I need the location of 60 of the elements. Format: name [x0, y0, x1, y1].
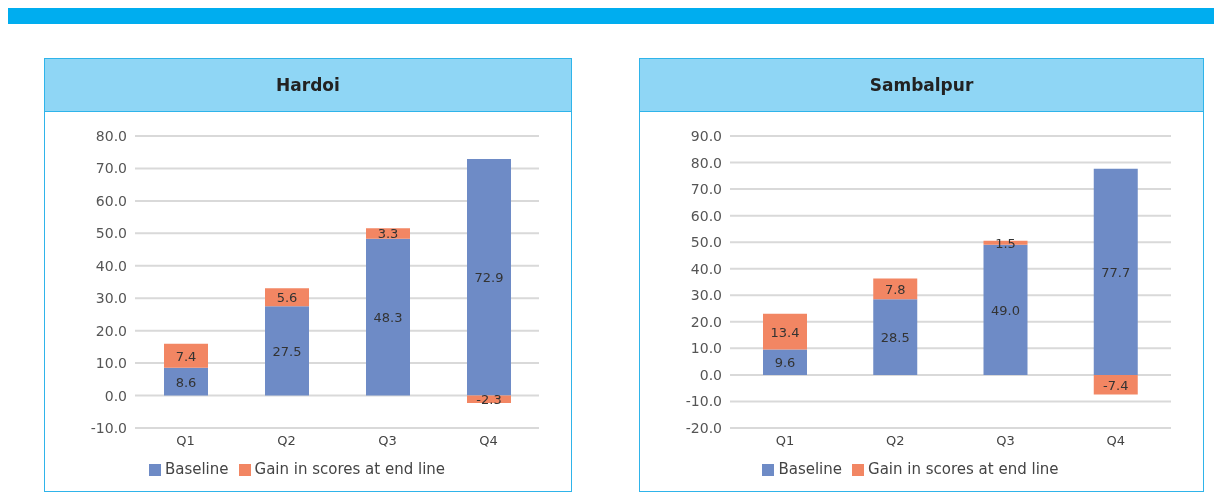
y-tick-label: 60.0: [95, 192, 127, 209]
chart-title: Sambalpur: [640, 59, 1203, 112]
chart-title: Hardoi: [45, 59, 571, 112]
y-tick-label: 80.0: [690, 154, 722, 171]
bar: [873, 299, 918, 375]
bar: [265, 306, 309, 396]
legend-label: Gain in scores at end line: [254, 460, 446, 478]
legend-label: Baseline: [164, 460, 229, 478]
bar: [366, 238, 410, 396]
y-tick-label: 0.0: [104, 387, 127, 404]
y-tick-label: 90.0: [690, 127, 722, 144]
legend-label: Gain in scores at end line: [868, 460, 1059, 478]
data-label: 3.3: [377, 226, 399, 242]
bar: [1093, 168, 1138, 375]
y-tick-label: -20.0: [685, 419, 722, 436]
x-tick-label: Q1: [775, 433, 795, 449]
y-tick-label: 20.0: [95, 322, 127, 339]
data-label: 72.9: [474, 270, 504, 286]
y-tick-label: 30.0: [95, 290, 127, 307]
x-tick-label: Q3: [996, 433, 1015, 449]
data-label: 49.0: [991, 302, 1020, 318]
y-tick-label: 20.0: [690, 313, 722, 330]
x-tick-label: Q3: [378, 433, 397, 449]
y-tick-label: 40.0: [690, 260, 722, 277]
y-tick-label: 10.0: [690, 340, 722, 357]
data-label: 9.6: [774, 355, 796, 371]
bar: [164, 367, 208, 396]
data-label: 27.5: [272, 343, 302, 359]
bar: [763, 313, 807, 350]
bar: [467, 159, 511, 396]
y-tick-label: -10.0: [90, 419, 127, 436]
bar: [1093, 374, 1138, 395]
data-label: 13.4: [770, 324, 800, 340]
x-tick-label: Q4: [1106, 433, 1126, 449]
bar: [164, 343, 208, 368]
y-tick-label: 50.0: [95, 225, 127, 242]
x-tick-label: Q2: [886, 433, 905, 449]
legend-label: Baseline: [778, 460, 843, 478]
data-label: 77.7: [1101, 264, 1131, 280]
y-tick-label: 0.0: [699, 366, 722, 383]
data-label: 48.3: [373, 310, 403, 326]
x-tick-label: Q4: [479, 433, 498, 449]
y-tick-label: 10.0: [95, 355, 127, 372]
x-tick-label: Q1: [176, 433, 195, 449]
y-tick-label: 60.0: [690, 207, 722, 224]
data-label: 28.5: [880, 330, 910, 346]
x-tick-label: Q2: [277, 433, 296, 449]
y-tick-label: 70.0: [690, 181, 722, 198]
data-label: 7.4: [175, 348, 197, 364]
y-tick-label: 50.0: [690, 234, 722, 251]
data-label: 7.8: [884, 281, 906, 297]
data-label: 8.6: [175, 374, 197, 390]
bar: [763, 349, 807, 375]
y-tick-label: 70.0: [95, 160, 127, 177]
y-tick-label: 40.0: [95, 257, 127, 274]
y-tick-label: 80.0: [95, 127, 127, 144]
y-tick-label: 30.0: [690, 287, 722, 304]
data-label: 5.6: [276, 290, 298, 306]
data-label: -7.4: [1103, 377, 1129, 393]
y-tick-label: -10.0: [685, 393, 722, 410]
